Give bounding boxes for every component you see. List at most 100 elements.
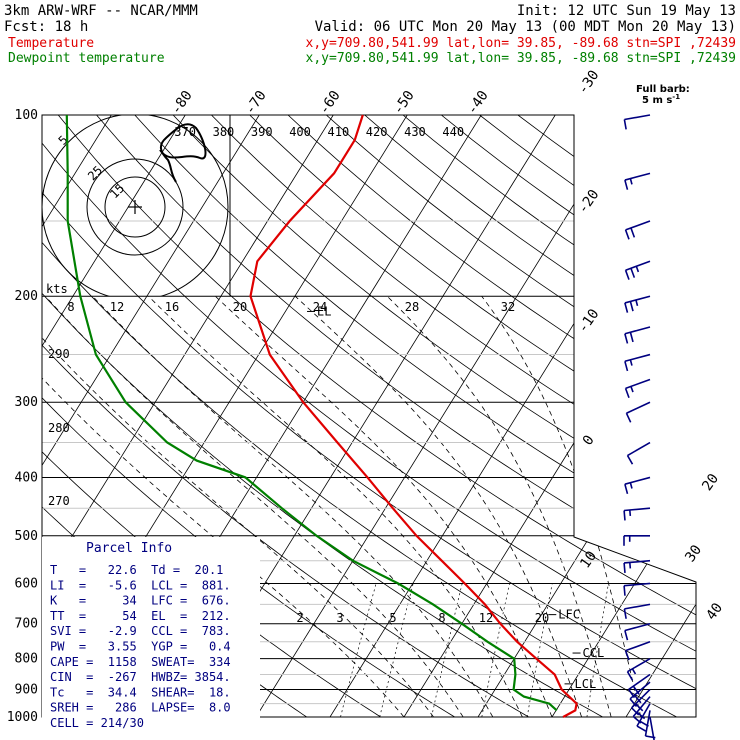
level-annotation: LFC	[558, 608, 580, 622]
temperature-trace	[249, 114, 578, 718]
parcel-info-row: CAPE = 1158 SWEAT= 334	[50, 655, 231, 669]
parcel-info-panel: Parcel Info T = 22.6 Td = 20.1LI = -5.6 …	[42, 537, 260, 730]
pressure-tick-label: 500	[15, 529, 38, 544]
wind-barb-icon	[624, 220, 651, 240]
parcel-info-row: CELL = 214/30	[50, 716, 144, 730]
isotherm-line	[700, 115, 740, 717]
wind-barb-icon	[623, 507, 651, 521]
isotherm-line	[255, 115, 630, 717]
mixing-ratio-label: 20	[535, 611, 549, 625]
init-time: Init: 12 UTC Sun 19 May 13	[517, 3, 736, 19]
dry-adiabat-line	[479, 115, 696, 717]
wind-barb-icon	[623, 114, 651, 130]
wind-barbs	[623, 114, 656, 740]
hodograph-axis-label: 20	[233, 300, 247, 314]
wind-barb-icon	[626, 441, 651, 465]
wind-barb-icon	[649, 716, 655, 740]
mixing-ratio-line	[379, 583, 414, 717]
dewpoint-legend: Dewpoint temperature	[8, 51, 165, 66]
theta-label: 430	[404, 125, 426, 139]
isotherm-label: 0	[580, 432, 598, 448]
isotherm-line	[42, 115, 260, 717]
moist-adiabat-line	[294, 295, 582, 717]
isotherm-label: -50	[390, 88, 418, 118]
model-title: 3km ARW-WRF -- NCAR/MMM	[4, 3, 198, 19]
theta-label: 280	[48, 421, 70, 435]
theta-label: 290	[48, 347, 70, 361]
mixing-ratio-line	[340, 583, 377, 717]
hodograph-axis-label: 12	[110, 300, 124, 314]
hodograph-ring	[86, 158, 184, 256]
mixing-ratio-line	[431, 583, 463, 717]
dry-adiabat-line	[42, 115, 552, 717]
parcel-info-row: SVI = -2.9 CCL = 783.	[50, 624, 231, 638]
wind-barb-icon	[624, 353, 651, 372]
pressure-tick-label: 100	[15, 108, 38, 123]
dewpoint-location: x,y=709.80,541.99 lat,lon= 39.85, -89.68…	[306, 51, 736, 66]
parcel-info-row: K = 34 LFC = 676.	[50, 594, 231, 608]
wind-barb-icon	[628, 673, 651, 699]
parcel-info-row: T = 22.6 Td = 20.1	[50, 563, 223, 577]
hodograph-axis-label: 24	[313, 300, 327, 314]
pressure-tick-label: 600	[15, 576, 38, 591]
wind-barb-icon	[625, 401, 651, 423]
dry-adiabat-line	[134, 115, 696, 717]
isotherm-label: -30	[575, 67, 603, 97]
theta-label: 440	[442, 125, 464, 139]
hodograph-axis-label: 16	[165, 300, 179, 314]
mixing-ratio-line	[526, 583, 553, 717]
parcel-info-row: SREH = 286 LAPSE= 8.0	[50, 701, 231, 715]
barb-legend-units: 5 m s-1	[642, 93, 680, 106]
isotherm-line	[42, 115, 334, 717]
wind-barb-icon	[626, 657, 651, 681]
parcel-info-row: TT = 54 EL = 212.	[50, 609, 231, 623]
level-annotation: CCL	[583, 646, 605, 660]
theta-label: 410	[328, 125, 350, 139]
wind-barb-icon	[624, 622, 651, 641]
wind-barb-icon	[623, 582, 651, 596]
moist-adiabat-line	[386, 295, 612, 717]
isotherm-label: -40	[464, 88, 492, 118]
hodograph-ring-label: 25	[85, 163, 105, 183]
hodograph-ring	[42, 115, 229, 296]
theta-label: 380	[213, 125, 235, 139]
wind-barb-icon	[624, 641, 651, 661]
dry-adiabat-line	[57, 115, 696, 717]
hodograph-ring-label: 5	[56, 133, 71, 148]
isotherm-label: 20	[699, 471, 722, 494]
parcel-info-row: PW = 3.55 YGP = 0.4	[50, 640, 231, 654]
wind-barb-icon	[623, 603, 651, 619]
parcel-info-row: LI = -5.6 LCL = 881.	[50, 578, 231, 592]
theta-label: 420	[366, 125, 388, 139]
isotherm-line	[625, 115, 696, 717]
mixing-ratio-label: 8	[438, 611, 445, 625]
theta-label: 400	[289, 125, 311, 139]
isotherm-line	[42, 115, 112, 717]
isotherm-label: 40	[703, 600, 726, 623]
isotherm-label: -60	[316, 88, 344, 118]
hodograph-axis-label: 8	[67, 300, 74, 314]
wind-barb-icon	[624, 295, 651, 313]
theta-label: 390	[251, 125, 273, 139]
moist-adiabat-line	[215, 295, 553, 717]
hodograph-trace	[159, 123, 207, 183]
dry-adiabat-line	[249, 115, 696, 717]
valid-time: Valid: 06 UTC Mon 20 May 13 (00 MDT Mon …	[315, 19, 736, 35]
hodograph-axis-label: 28	[405, 300, 419, 314]
isotherm-line	[42, 115, 186, 717]
isotherm-label: 30	[682, 542, 705, 565]
hodograph-units: kts	[46, 282, 68, 296]
pressure-tick-label: 700	[15, 617, 38, 632]
wind-barb-icon	[624, 476, 651, 495]
wind-barb-icon	[624, 378, 651, 399]
pressure-tick-label: 400	[15, 470, 38, 485]
dry-adiabat-line	[42, 115, 627, 717]
pressure-tick-label: 1000	[7, 710, 38, 725]
hodograph-ring-label: 15	[107, 181, 127, 201]
mixing-ratio-line	[481, 583, 510, 717]
chart-header: 3km ARW-WRF -- NCAR/MMM Init: 12 UTC Sun…	[4, 3, 736, 66]
isotherm-label: -10	[575, 306, 603, 336]
wind-barb-icon	[644, 710, 656, 739]
wind-barb-icon	[623, 534, 650, 546]
